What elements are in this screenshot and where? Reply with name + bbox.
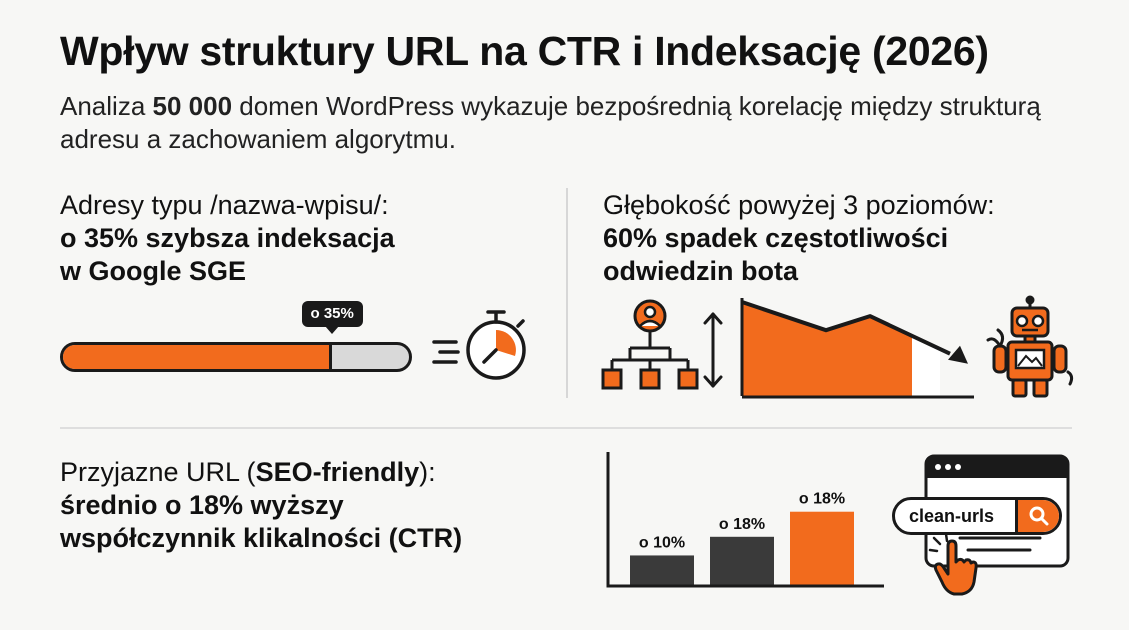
- ctr-label-suffix: ):: [419, 457, 436, 487]
- bar-1: [630, 555, 694, 586]
- search-icon: [1029, 506, 1049, 526]
- bar-label-2: o 18%: [719, 516, 765, 533]
- decline-area-tail: [912, 335, 940, 396]
- indexing-label: Adresy typu /nazwa-wpisu/:: [60, 190, 389, 220]
- vertical-arrow-icon: [703, 312, 723, 388]
- subtitle-prefix: Analiza: [60, 91, 153, 121]
- ctr-label-prefix: Przyjazne URL (: [60, 457, 256, 487]
- stopwatch-icon: [432, 310, 526, 380]
- bar-label-1: o 10%: [639, 534, 685, 551]
- bar-chart-axes: [606, 452, 884, 588]
- vertical-divider: [566, 188, 568, 398]
- depth-block: Głębokość powyżej 3 poziomów: 60% spadek…: [603, 189, 995, 288]
- ctr-bar-chart: o 10% o 18% o 18%: [606, 452, 884, 588]
- robot-icon: [986, 295, 1074, 398]
- bar-label-3: o 18%: [799, 491, 845, 508]
- ctr-stat-line1: średnio o 18% wyższy: [60, 490, 344, 520]
- decline-line: [741, 300, 951, 356]
- ctr-label: Przyjazne URL (SEO-friendly):: [60, 456, 462, 489]
- horizontal-divider: [60, 427, 1072, 429]
- page-subtitle: Analiza 50 000 domen WordPress wykazuje …: [60, 90, 1060, 156]
- indexing-stat-line2: w Google SGE: [60, 256, 247, 286]
- progress-badge-pointer: [325, 326, 339, 334]
- decline-arrowhead: [948, 345, 968, 364]
- decline-area: [742, 302, 912, 396]
- depth-stat-line1: 60% spadek częstotliwości: [603, 223, 949, 253]
- sitemap-icon: [601, 299, 699, 390]
- indexing-progress-bar: [60, 342, 412, 372]
- indexing-block: Adresy typu /nazwa-wpisu/: o 35% szybsza…: [60, 189, 395, 288]
- crawl-decline-chart: [740, 298, 974, 399]
- ctr-block: Przyjazne URL (SEO-friendly): średnio o …: [60, 456, 462, 555]
- bar-2: [710, 536, 774, 586]
- indexing-stat-line1: o 35% szybsza indeksacja: [60, 223, 395, 253]
- progress-badge: o 35%: [301, 301, 363, 327]
- subtitle-suffix: domen WordPress wykazuje bezpośrednią ko…: [60, 91, 1041, 154]
- progress-track: [60, 342, 412, 372]
- progress-fill: [63, 345, 332, 369]
- search-box[interactable]: clean-urls: [892, 497, 1062, 535]
- search-button[interactable]: [1015, 500, 1059, 532]
- bar-3: [790, 511, 854, 586]
- hand-cursor-icon: [928, 532, 978, 596]
- page-title: Wpływ struktury URL na CTR i Indeksację …: [60, 28, 989, 74]
- ctr-label-highlight: SEO-friendly: [255, 457, 420, 487]
- ctr-stat-line2: współczynnik klikalności (CTR): [60, 523, 463, 553]
- subtitle-highlight: 50 000: [152, 91, 233, 121]
- depth-label: Głębokość powyżej 3 poziomów:: [603, 190, 995, 220]
- search-input[interactable]: clean-urls: [909, 506, 995, 526]
- depth-stat-line2: odwiedzin bota: [603, 256, 798, 286]
